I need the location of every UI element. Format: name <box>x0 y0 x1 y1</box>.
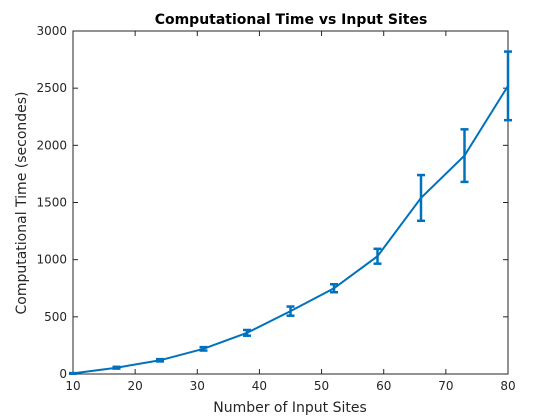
error-bar <box>112 365 121 370</box>
error-bar <box>504 50 512 122</box>
error-bar <box>330 282 338 294</box>
y-tick-label: 2500 <box>36 81 67 95</box>
x-tick-label: 50 <box>314 379 329 393</box>
error-bar <box>373 247 382 265</box>
x-axis-label: Number of Input Sites <box>213 400 367 416</box>
y-tick-label: 3000 <box>36 24 67 38</box>
x-tick-label: 60 <box>376 379 391 393</box>
x-tick-label: 70 <box>438 379 453 393</box>
series-layer <box>69 50 512 376</box>
chart-title: Computational Time vs Input Sites <box>155 12 428 28</box>
y-tick-label: 500 <box>44 310 67 324</box>
plot-box <box>72 30 509 375</box>
error-bar <box>417 173 425 223</box>
x-tick-label: 20 <box>128 379 143 393</box>
error-bar <box>460 128 469 184</box>
x-axis-ticks: 10 20 30 40 50 60 70 80 <box>65 31 516 393</box>
y-tick-label: 0 <box>59 367 67 381</box>
plot-area <box>72 30 509 375</box>
error-bar <box>69 371 77 376</box>
y-axis-label: Computational Time (secondes) <box>14 91 30 314</box>
y-axis-ticks: 0 500 1000 1500 2000 2500 3000 <box>36 24 508 381</box>
y-tick-label: 1000 <box>36 253 67 267</box>
x-tick-label: 30 <box>190 379 205 393</box>
error-bar <box>156 357 164 363</box>
y-tick-label: 2000 <box>36 138 67 152</box>
error-bar <box>286 305 295 317</box>
x-tick-label: 40 <box>252 379 267 393</box>
error-bar <box>243 328 251 337</box>
x-tick-label: 80 <box>500 379 515 393</box>
x-tick-label: 10 <box>65 379 80 393</box>
y-tick-label: 1500 <box>36 196 67 210</box>
error-bar <box>199 345 208 352</box>
